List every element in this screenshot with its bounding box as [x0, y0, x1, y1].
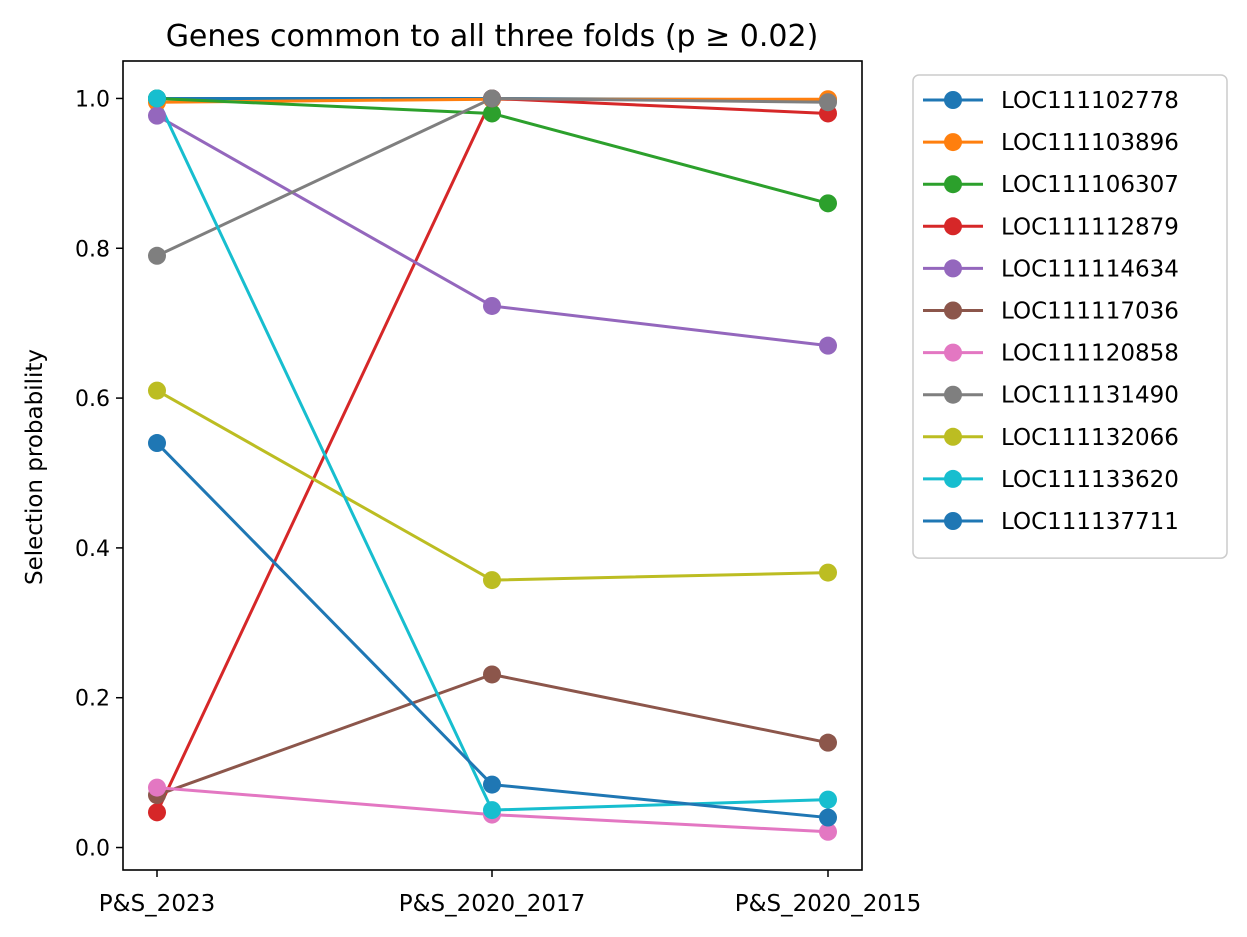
data-point-LOC111132066-2 [819, 563, 837, 582]
x-tick-label: P&S_2020_2015 [735, 891, 921, 917]
data-point-LOC111137711-0 [148, 434, 166, 453]
series-line-LOC111112879 [155, 96, 829, 813]
legend-label: LOC111133620 [1001, 467, 1179, 493]
legend-label: LOC111120858 [1001, 341, 1179, 367]
y-tick-label: 0.2 [75, 687, 110, 712]
legend-box [912, 74, 1228, 559]
legend-label: LOC111132066 [1001, 425, 1179, 451]
data-point-LOC111133620-0 [148, 89, 166, 108]
legend-marker [944, 217, 962, 236]
legend-marker [944, 91, 962, 109]
data-point-LOC111106307-1 [483, 104, 501, 123]
data-point-LOC111117036-2 [819, 733, 837, 752]
legend-label: LOC111131490 [1001, 383, 1179, 409]
series-line-LOC111137711 [155, 441, 829, 820]
y-tick-label: 0.4 [75, 537, 110, 562]
chart-title: Genes common to all three folds (p ≥ 0.0… [166, 19, 819, 54]
legend-label: LOC111103896 [1001, 130, 1179, 156]
data-point-LOC111120858-2 [819, 822, 837, 841]
legend-marker [944, 175, 962, 194]
series-points [148, 89, 837, 841]
data-point-LOC111137711-2 [819, 808, 837, 827]
legend-marker [944, 427, 962, 446]
data-point-LOC111132066-0 [148, 381, 166, 400]
legend-label: LOC111112879 [1001, 214, 1179, 240]
legend-marker [944, 301, 962, 320]
series-line-LOC111133620 [155, 97, 829, 812]
data-point-LOC111117036-1 [483, 665, 501, 684]
legend-marker [944, 385, 962, 404]
legend-label: LOC111102778 [1001, 88, 1179, 114]
data-point-LOC111114634-1 [483, 296, 501, 315]
legend-label: LOC111117036 [1001, 299, 1179, 325]
legend-marker [944, 133, 962, 152]
legend-label: LOC111114634 [1001, 256, 1179, 282]
data-point-LOC111114634-2 [819, 336, 837, 355]
data-point-LOC111133620-1 [483, 801, 501, 820]
data-point-LOC111131490-1 [483, 89, 501, 108]
y-tick-label: 0.8 [75, 237, 110, 262]
data-point-LOC111133620-2 [819, 790, 837, 809]
series-lines [155, 96, 829, 834]
y-axis-label: Selection probability [22, 349, 48, 585]
data-point-LOC111114634-0 [148, 106, 166, 125]
plot-frame [122, 60, 863, 871]
data-point-LOC111131490-2 [819, 93, 837, 112]
x-tick-label: P&S_2020_2017 [399, 891, 585, 917]
legend-marker [944, 259, 962, 278]
data-point-LOC111106307-2 [819, 194, 837, 213]
series-line-LOC111132066 [156, 389, 829, 582]
legend-marker [944, 343, 962, 362]
y-tick-label: 0.6 [75, 387, 110, 412]
legend-marker [944, 512, 962, 530]
legend-label: LOC111137711 [1001, 509, 1179, 535]
axis-ticks: 0.0 0.2 0.4 0.6 0.8 1.0 P&S_2023 P&S_2020_2017 P… [75, 87, 921, 917]
data-point-LOC111120858-0 [148, 778, 166, 797]
y-tick-label: 1.0 [75, 87, 110, 112]
y-tick-label: 0.0 [75, 837, 110, 862]
x-tick-label: P&S_2023 [99, 891, 215, 917]
legend-marker [944, 469, 962, 488]
data-point-LOC111112879-0 [148, 803, 166, 822]
legend: LOC111102778 LOC111103896 LOC111106307 LOC1… [912, 74, 1228, 559]
data-point-LOC111131490-0 [148, 246, 166, 265]
data-point-LOC111137711-1 [483, 775, 501, 794]
data-point-LOC111132066-1 [483, 571, 501, 590]
legend-label: LOC111106307 [1001, 172, 1179, 198]
